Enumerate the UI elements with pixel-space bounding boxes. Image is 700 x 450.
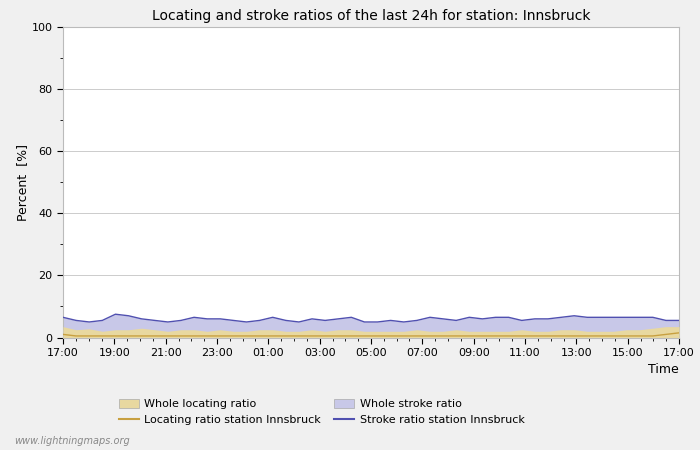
Text: www.lightningmaps.org: www.lightningmaps.org bbox=[14, 436, 130, 446]
X-axis label: Time: Time bbox=[648, 364, 679, 377]
Y-axis label: Percent  [%]: Percent [%] bbox=[16, 144, 29, 221]
Legend: Whole locating ratio, Locating ratio station Innsbruck, Whole stroke ratio, Stro: Whole locating ratio, Locating ratio sta… bbox=[119, 399, 525, 425]
Title: Locating and stroke ratios of the last 24h for station: Innsbruck: Locating and stroke ratios of the last 2… bbox=[152, 9, 590, 23]
